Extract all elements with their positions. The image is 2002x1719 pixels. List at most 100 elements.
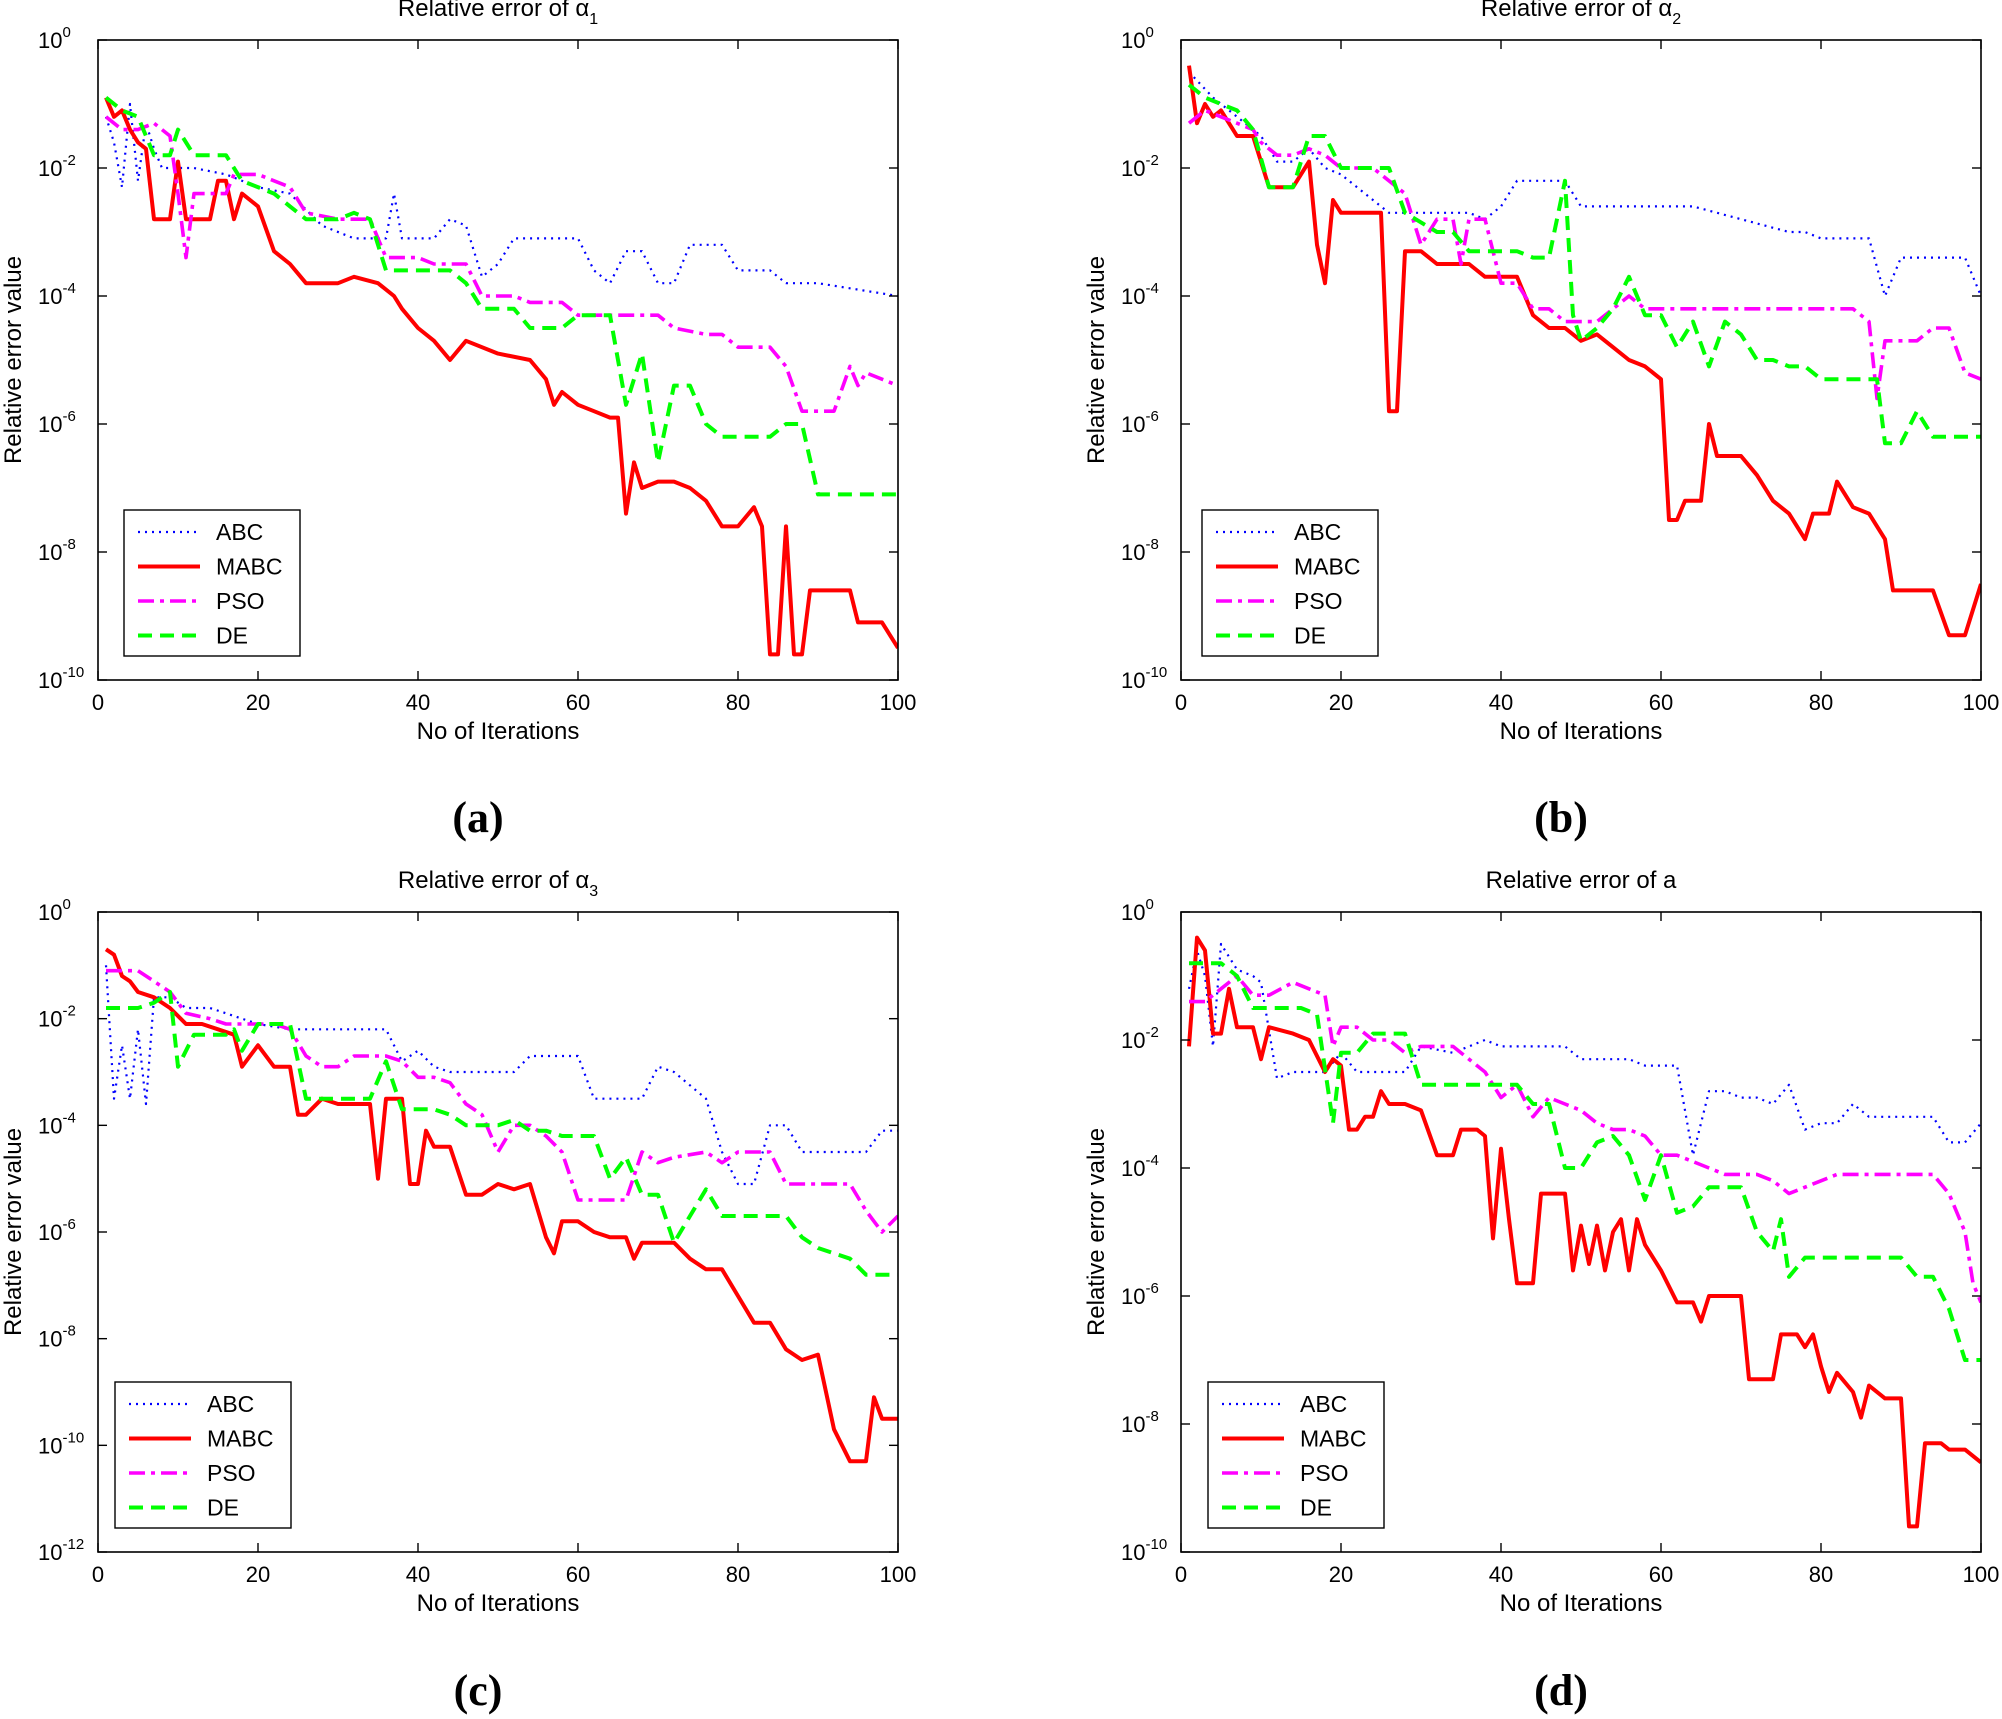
chart-panel-4: 0 20 40 60 80 100 100 10-2 10-4 10-6 10-8 10-10 Rela… bbox=[1083, 867, 1999, 1715]
y-axis-label: Relative error value bbox=[0, 256, 27, 464]
legend-entry-abc: ABC bbox=[216, 519, 263, 545]
x-tick-label: 40 bbox=[1489, 1562, 1513, 1587]
x-tick-label: 80 bbox=[726, 690, 750, 715]
chart-title: Relative error of α2 bbox=[1481, 0, 1681, 28]
chart-title: Relative error of a bbox=[1486, 867, 1677, 894]
series-line-mabc bbox=[104, 947, 898, 1464]
chart-title: Relative error of α3 bbox=[398, 867, 598, 900]
x-tick-label: 60 bbox=[566, 690, 590, 715]
x-axis-label: No of Iterations bbox=[417, 718, 580, 745]
y-tick-label: 10-6 bbox=[1121, 408, 1159, 437]
plot-frame bbox=[1180, 39, 1982, 681]
legend-entry-mabc: MABC bbox=[1294, 554, 1360, 580]
chart-panel-3: 0 20 40 60 80 100 100 10-2 10-4 10-6 10-8 10-10 10-1… bbox=[0, 867, 916, 1715]
x-tick-label: 40 bbox=[406, 1562, 430, 1587]
series-line-pso bbox=[1189, 974, 1981, 1304]
y-tick-label: 10-6 bbox=[38, 408, 76, 437]
series-line-abc bbox=[1187, 942, 1981, 1157]
x-tick-label: 80 bbox=[1809, 1562, 1833, 1587]
series-line-pso bbox=[104, 115, 898, 413]
y-axis-label: Relative error value bbox=[1083, 256, 1110, 464]
x-tick-label: 0 bbox=[1175, 1562, 1187, 1587]
x-tick-label: 80 bbox=[726, 1562, 750, 1587]
series-line-de bbox=[106, 990, 898, 1277]
y-tick-label: 10-8 bbox=[38, 536, 76, 565]
series-line-mabc bbox=[104, 96, 898, 657]
y-tick-label: 10-8 bbox=[1121, 536, 1159, 565]
legend-entry-de: DE bbox=[207, 1495, 239, 1521]
legend-entry-de: DE bbox=[1300, 1495, 1332, 1521]
x-axis-label: No of Iterations bbox=[1500, 718, 1663, 745]
y-tick-label: 10-2 bbox=[1121, 152, 1159, 181]
y-tick-label: 100 bbox=[38, 24, 71, 53]
chart-panel-2: 0 20 40 60 80 100 100 10-2 10-4 10-6 10-8 10-10 Rela… bbox=[1083, 0, 1999, 842]
y-tick-label: 10-2 bbox=[38, 152, 76, 181]
series-line-pso bbox=[106, 968, 898, 1234]
series-line-de bbox=[1187, 83, 1981, 446]
x-axis-label: No of Iterations bbox=[417, 1590, 580, 1617]
series-line-mabc bbox=[1187, 65, 1981, 638]
x-tick-label: 60 bbox=[1649, 1562, 1673, 1587]
y-tick-label: 10-8 bbox=[1121, 1408, 1159, 1437]
y-axis-label: Relative error value bbox=[0, 1128, 27, 1336]
legend-entry-abc: ABC bbox=[1300, 1391, 1347, 1417]
x-tick-label: 20 bbox=[1329, 690, 1353, 715]
legend: ABC MABC PSO DE bbox=[123, 509, 301, 657]
y-tick-label: 10-4 bbox=[38, 280, 76, 309]
series-line-pso bbox=[1187, 108, 1981, 401]
legend-entry-mabc: MABC bbox=[216, 554, 282, 580]
panel-letter: (b) bbox=[1534, 793, 1588, 842]
plot-frame bbox=[97, 39, 899, 681]
x-tick-label: 60 bbox=[566, 1562, 590, 1587]
x-tick-label: 20 bbox=[246, 1562, 270, 1587]
y-tick-label: 10-6 bbox=[1121, 1280, 1159, 1309]
panel-letter: (d) bbox=[1534, 1666, 1588, 1715]
x-tick-label: 20 bbox=[1329, 1562, 1353, 1587]
y-tick-label: 10-4 bbox=[1121, 280, 1159, 309]
series-line-abc bbox=[104, 102, 898, 298]
panel-letter: (c) bbox=[454, 1666, 503, 1715]
y-tick-label: 10-2 bbox=[38, 1003, 76, 1032]
y-tick-label: 10-10 bbox=[38, 664, 84, 693]
chart-title: Relative error of α1 bbox=[398, 0, 598, 28]
y-tick-label: 10-12 bbox=[38, 1536, 84, 1565]
y-tick-label: 100 bbox=[1121, 24, 1154, 53]
y-tick-label: 10-10 bbox=[1121, 1536, 1167, 1565]
x-tick-label: 100 bbox=[1963, 690, 2000, 715]
x-tick-label: 100 bbox=[1963, 1562, 2000, 1587]
legend-entry-mabc: MABC bbox=[207, 1426, 273, 1452]
legend: ABC MABC PSO DE bbox=[114, 1381, 292, 1529]
series-line-abc bbox=[1188, 71, 1981, 298]
y-tick-label: 10-4 bbox=[1121, 1152, 1159, 1181]
series-line-de bbox=[104, 96, 898, 497]
y-tick-label: 10-2 bbox=[1121, 1024, 1159, 1053]
x-tick-label: 60 bbox=[1649, 690, 1673, 715]
x-tick-label: 40 bbox=[406, 690, 430, 715]
legend-entry-abc: ABC bbox=[1294, 519, 1341, 545]
y-tick-label: 10-10 bbox=[38, 1429, 84, 1458]
y-tick-label: 10-8 bbox=[38, 1323, 76, 1352]
x-axis-label: No of Iterations bbox=[1500, 1590, 1663, 1617]
y-tick-label: 10-10 bbox=[1121, 664, 1167, 693]
plot-frame bbox=[1180, 911, 1982, 1553]
legend-entry-pso: PSO bbox=[1300, 1460, 1349, 1486]
series-line-abc bbox=[104, 965, 898, 1186]
y-tick-label: 10-6 bbox=[38, 1216, 76, 1245]
legend-entry-abc: ABC bbox=[207, 1391, 254, 1417]
y-axis-label: Relative error value bbox=[1083, 1128, 1110, 1336]
x-tick-label: 100 bbox=[880, 1562, 917, 1587]
y-tick-label: 100 bbox=[38, 896, 71, 925]
legend: ABC MABC PSO DE bbox=[1201, 509, 1379, 657]
legend-entry-de: DE bbox=[216, 623, 248, 649]
legend-entry-mabc: MABC bbox=[1300, 1426, 1366, 1452]
x-tick-label: 100 bbox=[880, 690, 917, 715]
y-tick-label: 10-4 bbox=[38, 1109, 76, 1138]
x-tick-label: 20 bbox=[246, 690, 270, 715]
x-tick-label: 80 bbox=[1809, 690, 1833, 715]
chart-panel-1: 0 20 40 60 80 100 100 10-2 10-4 10-6 10-8 10-10 Rela… bbox=[0, 0, 916, 842]
legend-entry-pso: PSO bbox=[1294, 588, 1343, 614]
x-tick-label: 0 bbox=[92, 1562, 104, 1587]
legend-entry-de: DE bbox=[1294, 623, 1326, 649]
legend: ABC MABC PSO DE bbox=[1207, 1381, 1385, 1529]
